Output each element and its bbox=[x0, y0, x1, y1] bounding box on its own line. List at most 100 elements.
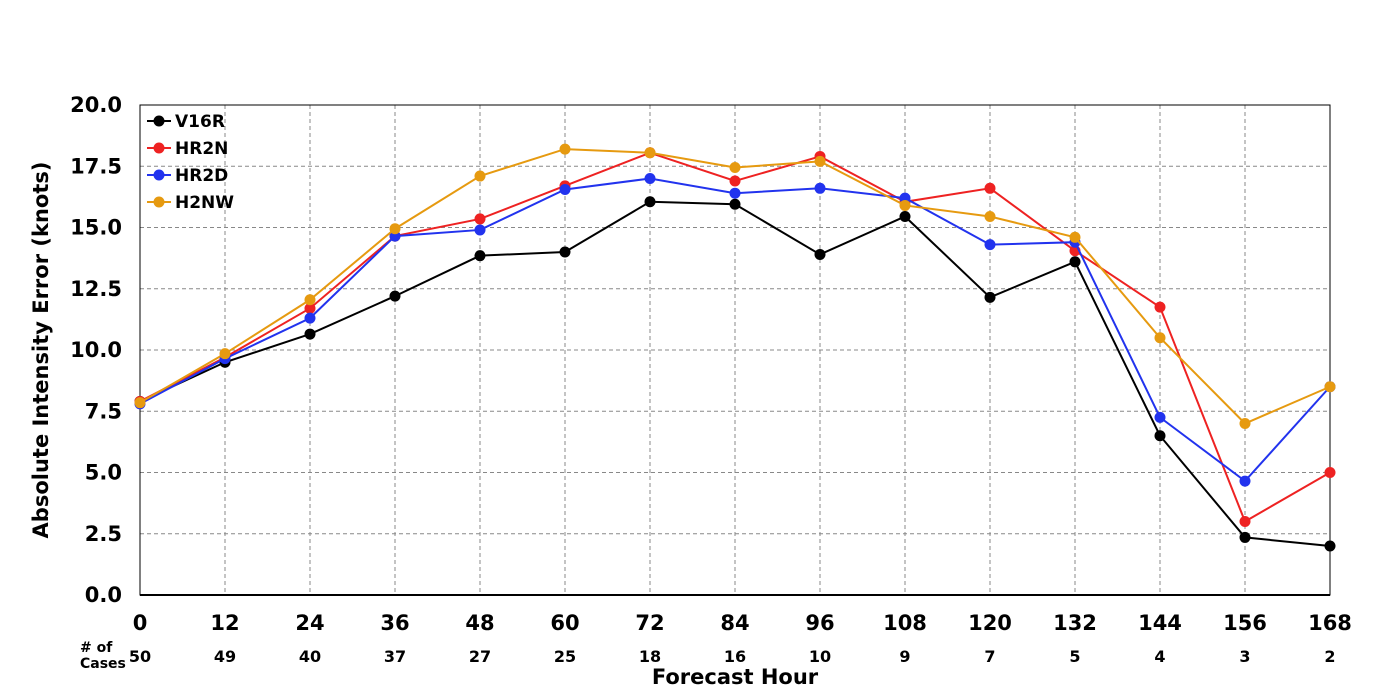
data-point bbox=[1154, 430, 1166, 442]
y-tick-label: 20.0 bbox=[70, 93, 122, 117]
x-tick-label: 156 bbox=[1223, 611, 1267, 635]
data-point bbox=[984, 291, 996, 303]
legend-marker bbox=[153, 196, 165, 208]
data-point bbox=[1239, 516, 1251, 527]
y-tick-label: 10.0 bbox=[70, 338, 122, 362]
data-point bbox=[304, 312, 316, 324]
legend-label: V16R bbox=[175, 112, 225, 132]
legend-label: HR2D bbox=[175, 166, 228, 186]
legend-item: HR2N bbox=[147, 139, 228, 159]
legend: V16R HR2N HR2D H2NW bbox=[147, 112, 234, 213]
data-point bbox=[474, 170, 486, 182]
y-tick-label: 2.5 bbox=[85, 522, 122, 546]
data-point bbox=[814, 248, 826, 260]
data-point bbox=[1324, 381, 1336, 393]
x-tick-label: 144 bbox=[1138, 611, 1182, 635]
data-point bbox=[1324, 540, 1336, 552]
series-layer bbox=[134, 143, 1336, 552]
y-tick-label: 0.0 bbox=[85, 583, 122, 607]
data-point bbox=[984, 210, 996, 222]
case-count: 18 bbox=[639, 647, 661, 666]
x-tick-label: 120 bbox=[968, 611, 1012, 635]
data-point bbox=[559, 143, 571, 155]
data-point bbox=[559, 246, 571, 258]
y-axis-label: Absolute Intensity Error (knots) bbox=[29, 162, 53, 539]
case-count: 49 bbox=[214, 647, 236, 666]
data-point bbox=[644, 173, 656, 184]
data-point bbox=[1154, 332, 1166, 344]
legend-label: HR2N bbox=[175, 139, 228, 159]
x-tick-label: 108 bbox=[883, 611, 927, 635]
x-tick-label: 168 bbox=[1308, 611, 1352, 635]
data-point bbox=[1069, 256, 1081, 268]
case-count: 10 bbox=[809, 647, 831, 666]
data-point bbox=[1154, 301, 1166, 313]
y-tick-label: 7.5 bbox=[85, 399, 122, 423]
data-point bbox=[474, 213, 486, 225]
y-tick-label: 17.5 bbox=[70, 154, 122, 178]
data-point bbox=[729, 161, 741, 173]
data-point bbox=[814, 155, 826, 167]
data-point bbox=[899, 210, 911, 222]
data-point bbox=[474, 224, 486, 236]
case-count: 27 bbox=[469, 647, 491, 666]
x-tick-labels: 0 12 24 36 48 60 72 84 96 108 120 132 144 156 168 bbox=[133, 611, 1352, 635]
case-count: 5 bbox=[1069, 647, 1080, 666]
x-tick-label: 60 bbox=[550, 611, 579, 635]
data-point bbox=[984, 239, 996, 251]
y-tick-label: 15.0 bbox=[70, 216, 122, 240]
legend-marker bbox=[153, 115, 165, 127]
y-tick-labels: 0.0 2.5 5.0 7.5 10.0 12.5 15.0 17.5 20.0 bbox=[70, 93, 122, 607]
data-point bbox=[1069, 231, 1081, 243]
data-point bbox=[1239, 418, 1251, 429]
data-point bbox=[1154, 411, 1166, 423]
y-tick-label: 12.5 bbox=[70, 277, 122, 301]
legend-label: H2NW bbox=[175, 193, 234, 213]
data-point bbox=[304, 328, 316, 340]
y-tick-label: 5.0 bbox=[85, 461, 122, 485]
x-tick-label: 24 bbox=[295, 611, 324, 635]
data-point bbox=[729, 198, 741, 210]
data-point bbox=[304, 294, 316, 306]
legend-item: V16R bbox=[147, 112, 225, 132]
cases-label: # of Cases bbox=[80, 640, 126, 672]
x-tick-label: 48 bbox=[465, 611, 494, 635]
data-point bbox=[474, 250, 486, 262]
x-tick-label: 12 bbox=[210, 611, 239, 635]
x-tick-label: 36 bbox=[380, 611, 409, 635]
case-count: 3 bbox=[1239, 647, 1250, 666]
data-point bbox=[389, 290, 401, 302]
case-count: 16 bbox=[724, 647, 746, 666]
data-point bbox=[219, 348, 231, 360]
case-count: 7 bbox=[984, 647, 995, 666]
data-point bbox=[389, 223, 401, 235]
data-point bbox=[1324, 467, 1336, 478]
x-axis-label: Forecast Hour bbox=[652, 665, 819, 689]
data-point bbox=[304, 302, 316, 314]
data-point bbox=[1239, 531, 1251, 543]
case-count: 9 bbox=[899, 647, 910, 666]
case-count: 2 bbox=[1324, 647, 1335, 666]
data-point bbox=[1239, 475, 1251, 487]
data-point bbox=[559, 184, 571, 196]
data-point bbox=[134, 397, 146, 409]
case-count: 50 bbox=[129, 647, 151, 666]
data-point bbox=[814, 182, 826, 194]
data-point bbox=[644, 147, 656, 159]
data-point bbox=[644, 196, 656, 208]
case-count: 40 bbox=[299, 647, 321, 666]
x-tick-label: 0 bbox=[133, 611, 148, 635]
x-tick-label: 84 bbox=[720, 611, 749, 635]
data-point bbox=[729, 187, 741, 199]
x-tick-label: 72 bbox=[635, 611, 664, 635]
case-count: 37 bbox=[384, 647, 406, 666]
case-count: 4 bbox=[1154, 647, 1165, 666]
x-tick-label: 96 bbox=[805, 611, 834, 635]
x-tick-label: 132 bbox=[1053, 611, 1097, 635]
series-h2nw bbox=[134, 143, 1336, 429]
data-point bbox=[984, 182, 996, 194]
case-count-row: 50 49 40 37 27 25 18 16 10 9 7 5 4 3 2 bbox=[129, 647, 1336, 666]
data-point bbox=[899, 199, 911, 211]
legend-item: HR2D bbox=[147, 166, 228, 186]
